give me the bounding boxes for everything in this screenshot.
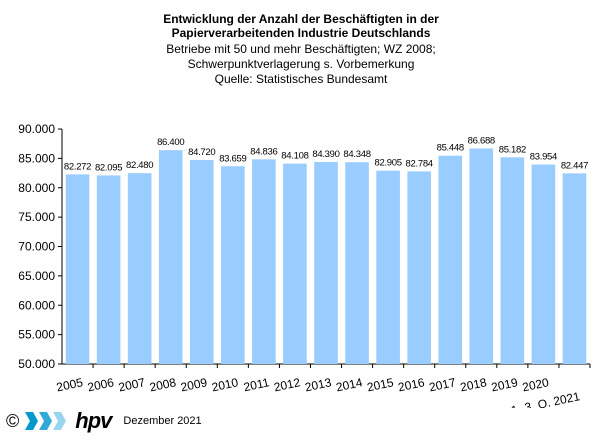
footer-date: Dezember 2021	[123, 415, 202, 427]
y-tick-label: 50.000	[18, 357, 55, 371]
bar-2006	[96, 175, 121, 364]
bar-2005	[65, 174, 90, 364]
data-label: 82.095	[95, 162, 122, 173]
hpv-logo-text: hpv	[75, 408, 112, 433]
x-tick-label-text: 2013	[304, 375, 333, 394]
x-tick-label: 2020	[521, 375, 550, 394]
data-label: 82.905	[374, 158, 401, 169]
y-tick-label: 85.000	[18, 151, 55, 165]
bar-2019	[500, 157, 525, 364]
x-tick-label: 2019	[490, 375, 519, 394]
bar-2010	[221, 166, 245, 364]
bar-2015	[376, 170, 400, 364]
y-tick-label: 70.000	[18, 240, 55, 254]
data-label: 84.720	[188, 147, 215, 158]
hpv-logo-icon	[25, 412, 67, 430]
chart-subtitle-1: Betriebe mit 50 und mehr Beschäftigten; …	[166, 42, 436, 56]
x-tick-label-text: 2005	[55, 375, 84, 394]
x-tick-label-text: 2019	[490, 375, 519, 394]
copyright-symbol: ©	[6, 410, 20, 431]
y-tick-label: 75.000	[18, 210, 55, 224]
bar-2018	[469, 148, 494, 364]
x-tick-label: 2006	[86, 375, 115, 394]
x-tick-label: 2014	[335, 375, 364, 394]
x-tick-label-text: 2017	[428, 375, 457, 394]
data-label: 84.836	[250, 146, 277, 157]
x-tick-label-text: 2009	[179, 375, 208, 394]
y-tick-label: 55.000	[18, 328, 55, 342]
bar-1.-3. Q. 2021	[562, 173, 587, 364]
x-tick-label: 2013	[304, 375, 333, 394]
bar-2012	[283, 163, 307, 364]
x-tick-label-text: 2008	[148, 375, 177, 394]
bar-chart: 50.000 55.000 60.000 65.000 70.000 75.000 80.0…	[18, 122, 591, 408]
bar-2011	[252, 159, 276, 364]
x-tick-label: 2008	[148, 375, 177, 394]
data-label: 82.784	[406, 158, 433, 169]
footer: © hpv Dezember 2021	[6, 408, 202, 434]
data-label: 84.390	[312, 149, 339, 160]
x-tick-label-text: 2011	[242, 375, 270, 394]
x-tick-label-text: 2012	[273, 375, 302, 394]
x-tick-label: 2015	[366, 375, 395, 394]
x-tick-label-text: 2010	[210, 375, 239, 394]
x-tick-label: 2011	[242, 375, 270, 394]
bar-2008	[158, 150, 183, 364]
x-tick-label-text: 2016	[397, 375, 426, 394]
x-tick-label: 2005	[55, 375, 84, 394]
data-label: 82.480	[126, 160, 153, 171]
x-tick-label: 2009	[179, 375, 208, 394]
bar-2014	[345, 162, 369, 364]
y-tick-label: 65.000	[18, 269, 55, 283]
y-tick-label: 60.000	[18, 298, 55, 312]
x-tick-label-text: 2014	[335, 375, 364, 394]
data-label: 83.659	[219, 153, 246, 164]
bar-2009	[189, 160, 214, 364]
data-label: 85.448	[437, 143, 464, 154]
chart-title-line2: Papierverarbeitenden Industrie Deutschla…	[171, 26, 431, 40]
x-tick-label-text: 2020	[521, 375, 550, 394]
chart-subtitle-2: Schwerpunktverlagerung s. Vorbemerkung	[187, 57, 415, 71]
data-label: 82.272	[64, 161, 91, 172]
x-tick-label: 1.-3. Q. 2021	[510, 389, 582, 408]
chart-title: Entwicklung der Anzahl der Beschäftigten…	[163, 12, 439, 26]
x-tick-label-text: 2018	[459, 375, 488, 394]
data-label: 83.954	[530, 152, 557, 163]
data-label: 86.400	[157, 137, 184, 148]
x-tick-label: 2007	[117, 375, 146, 394]
x-tick-label: 2018	[459, 375, 488, 394]
x-tick-label-text: 2015	[366, 375, 395, 394]
bar-2016	[407, 171, 431, 364]
bar-2013	[314, 161, 338, 364]
chart-source: Quelle: Statistisches Bundesamt	[214, 72, 388, 86]
data-label: 84.108	[281, 151, 308, 162]
x-tick-label-text: 2007	[117, 375, 146, 394]
bar-2007	[127, 173, 152, 364]
data-label: 86.688	[468, 135, 495, 146]
x-tick-label: 2017	[428, 375, 457, 394]
x-tick-label: 2016	[397, 375, 426, 394]
y-tick-label: 90.000	[18, 122, 55, 136]
x-tick-label: 2010	[210, 375, 239, 394]
x-tick-label-text: 2006	[86, 375, 115, 394]
data-label: 82.447	[561, 160, 588, 171]
data-label: 84.348	[343, 149, 370, 160]
data-label: 85.182	[499, 144, 526, 155]
x-tick-label: 2012	[273, 375, 302, 394]
bar-2020	[531, 164, 556, 364]
x-tick-label-text: 1.-3. Q. 2021	[510, 389, 582, 408]
y-tick-label: 80.000	[18, 181, 55, 195]
bar-2017	[438, 155, 463, 364]
